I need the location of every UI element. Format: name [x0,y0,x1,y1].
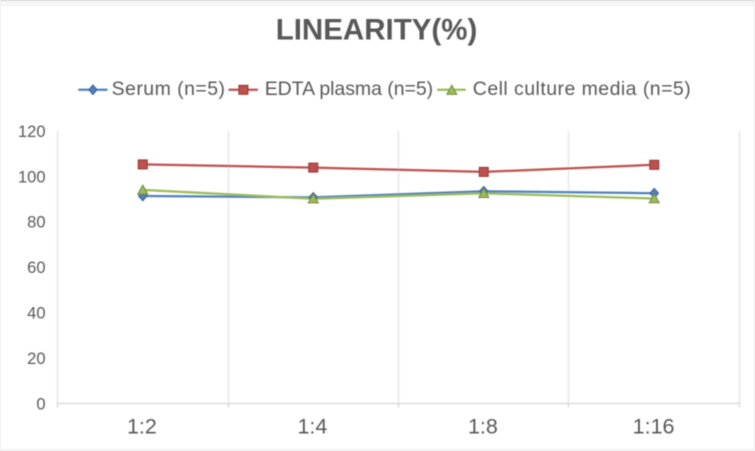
svg-text:20: 20 [27,350,45,368]
svg-text:0: 0 [36,396,45,414]
svg-text:120: 120 [18,123,46,141]
svg-text:1:4: 1:4 [297,415,327,439]
svg-text:60: 60 [27,259,45,277]
svg-text:EDTA plasma (n=5): EDTA plasma (n=5) [265,78,433,100]
svg-text:Cell culture media (n=5): Cell culture media (n=5) [473,78,691,100]
svg-text:40: 40 [27,305,45,323]
svg-text:1:2: 1:2 [127,415,157,439]
svg-text:100: 100 [18,168,46,186]
svg-text:1:16: 1:16 [633,415,675,439]
svg-text:1:8: 1:8 [468,415,498,439]
svg-text:Serum (n=5): Serum (n=5) [112,78,226,100]
svg-text:80: 80 [27,214,45,232]
svg-text:LINEARITY(%): LINEARITY(%) [276,14,478,47]
